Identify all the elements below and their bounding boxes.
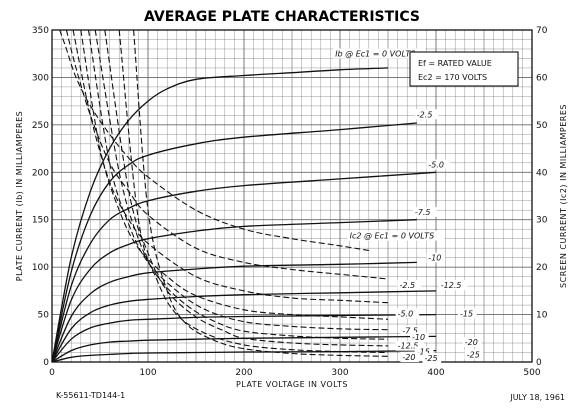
plate-curve (51, 219, 417, 363)
condition-ec2: Ec2 = 170 VOLTS (418, 73, 487, 82)
plate-curve (51, 335, 437, 363)
annotation-backdrop (333, 48, 426, 59)
plate-curve (51, 313, 437, 363)
curve-label: -12.5 (398, 342, 419, 351)
plate-curve (51, 290, 437, 363)
plate-curve (51, 171, 437, 363)
x-tick-label: 400 (427, 368, 444, 378)
condition-ef: Ef = RATED VALUE (418, 59, 492, 68)
y-tick-label: 50 (38, 311, 50, 321)
y-tick-label: 350 (32, 26, 49, 36)
annotation-backdrop (464, 349, 484, 360)
annotation-backdrop (397, 280, 422, 291)
screen-curve (133, 29, 389, 357)
curve-annotations: Ib @ Ec1 = 0 VOLTS -2.5 -5.0 -7.5 Ic2 @ Ec1 … (333, 48, 484, 364)
screen-curve (104, 29, 389, 347)
screen-curve (65, 29, 389, 280)
y2-tick-label: 0 (536, 358, 542, 368)
footnote-date: JULY 18, 1961 (509, 393, 565, 402)
annotation-backdrop (438, 280, 468, 291)
y-tick-label: 150 (32, 216, 49, 226)
screen-curve (94, 29, 389, 340)
x-tick-label: 500 (523, 368, 540, 378)
curve-label: -7.5 (402, 327, 418, 336)
annotation-backdrop (414, 109, 439, 120)
screen-curve (80, 29, 389, 320)
curve-label: -20 (465, 338, 478, 347)
annotation-backdrop (395, 340, 425, 351)
x-tick-label: 200 (235, 368, 252, 378)
curve-label: -25 (424, 354, 437, 363)
annotation-backdrop (412, 206, 437, 217)
y2-tick-label: 10 (536, 311, 548, 321)
y2-tick-label: 30 (536, 216, 548, 226)
annotation-backdrop (426, 252, 446, 263)
y-tick-label: 300 (32, 73, 49, 83)
annotation-backdrop (395, 308, 420, 319)
curve-label: -2.5 (417, 110, 433, 119)
y-tick-label: 0 (43, 358, 49, 368)
plate-curve (51, 67, 389, 363)
curve-label: -5.0 (428, 161, 444, 170)
curve-label: Ib @ Ec1 = 0 VOLTS (335, 50, 415, 59)
plate-current-curves (51, 67, 437, 363)
y-tick-labels: 0 50 100 150 200 250 300 350 (32, 26, 49, 368)
y-tick-label: 250 (32, 121, 49, 131)
footnote-drawing-id: K-55611-TD144-1 (56, 391, 125, 400)
y2-tick-label: 20 (536, 263, 548, 273)
y-tick-label: 200 (32, 168, 49, 178)
y2-tick-label: 60 (536, 73, 548, 83)
curve-label: -2.5 (400, 281, 416, 290)
curve-label: -10 (428, 254, 441, 263)
curve-label: -5.0 (398, 309, 414, 318)
screen-current-curves (59, 29, 389, 357)
x-tick-label: 300 (331, 368, 348, 378)
x-tick-labels: 0 100 200 300 400 500 (49, 368, 541, 378)
y2-tick-label: 40 (536, 168, 548, 178)
curve-label: -15 (460, 309, 473, 318)
annotation-backdrop (422, 353, 442, 364)
y2-tick-label: 70 (536, 26, 548, 36)
x-tick-label: 100 (139, 368, 156, 378)
curve-label: -15 (417, 347, 430, 356)
curve-label: -10 (412, 333, 425, 342)
y2-tick-label: 50 (536, 121, 548, 131)
curve-label: -20 (402, 353, 415, 362)
curve-label: -7.5 (415, 208, 431, 217)
annotation-backdrop (414, 346, 434, 357)
y-tick-label: 100 (32, 263, 49, 273)
curve-label: -12.5 (441, 281, 462, 290)
plot-frame (51, 29, 533, 363)
x-tick-label: 0 (49, 368, 55, 378)
y-axis-label: PLATE CURRENT (Ib) IN MILLIAMPERES (15, 111, 24, 281)
annotation-backdrop (410, 332, 429, 343)
screen-curve (72, 29, 389, 304)
x-axis-label: PLATE VOLTAGE IN VOLTS (236, 380, 348, 389)
plate-curve (51, 122, 417, 363)
annotation-backdrop (400, 352, 420, 363)
annotation-backdrop (400, 325, 424, 336)
screen-curve (118, 29, 389, 354)
screen-curve (59, 29, 369, 252)
y2-tick-labels: 0 10 20 30 40 50 60 70 (536, 26, 548, 368)
curve-label: -25 (467, 350, 480, 359)
plate-curve (51, 349, 437, 363)
curve-label: Ic2 @ Ec1 = 0 VOLTS (350, 232, 435, 241)
y2-axis-label: SCREEN CURRENT (Ic2) IN MILLIAMPERES (559, 104, 568, 288)
annotation-backdrop (347, 230, 445, 241)
annotation-backdrop (426, 159, 450, 170)
chart-title: AVERAGE PLATE CHARACTERISTICS (144, 9, 420, 25)
annotation-backdrop (458, 308, 477, 319)
annotation-backdrop (462, 336, 482, 347)
conditions-box: Ef = RATED VALUE Ec2 = 170 VOLTS (409, 51, 519, 87)
screen-curve (87, 29, 389, 331)
plate-curve (51, 261, 417, 363)
